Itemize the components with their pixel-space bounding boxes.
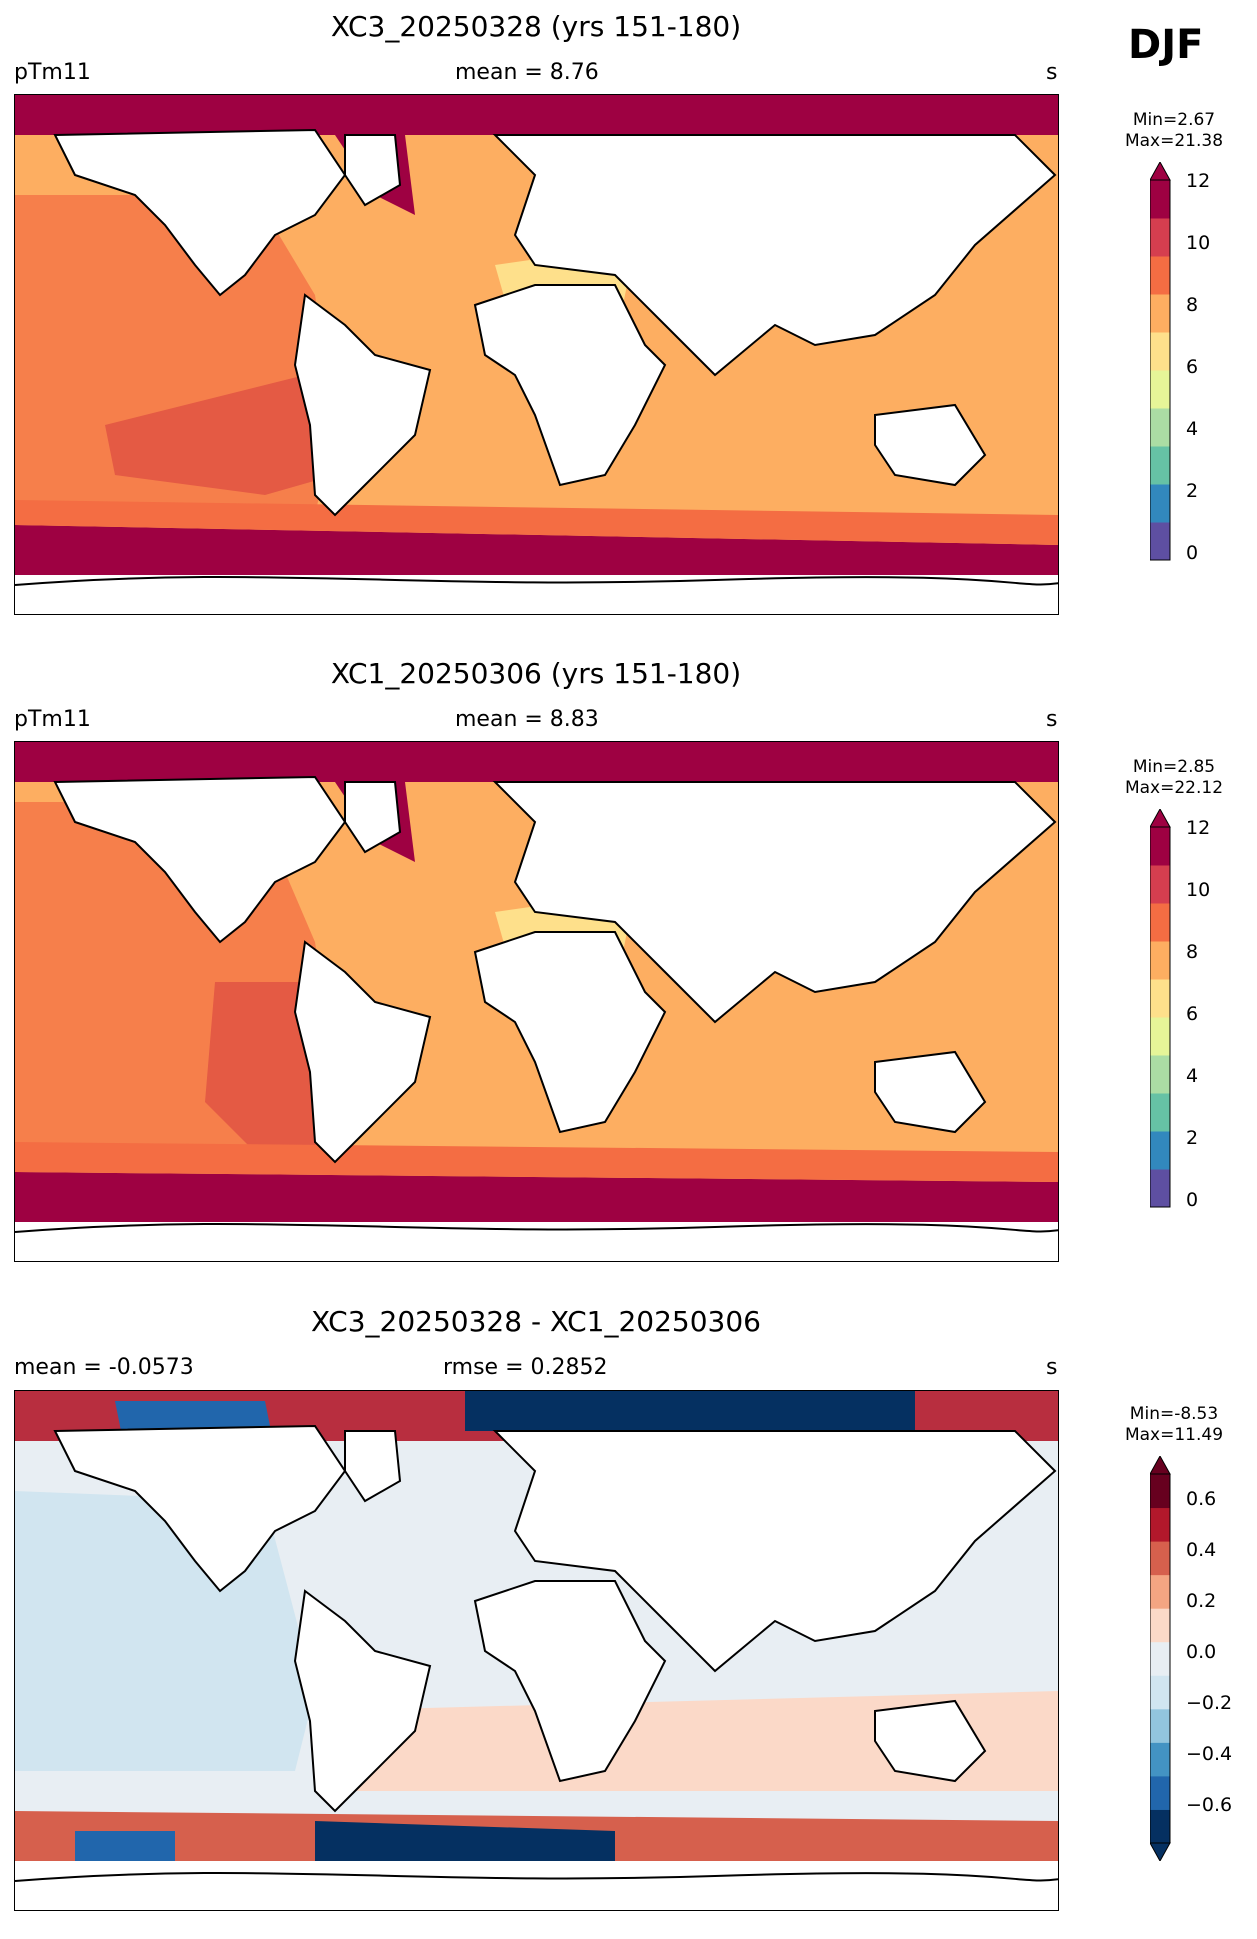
colorbar-step	[1150, 522, 1170, 561]
panel-1-tick: 4	[1186, 418, 1199, 440]
colorbar-step	[1150, 446, 1170, 485]
panel-2-tick: 6	[1186, 1003, 1199, 1025]
colorbar-step	[1150, 1055, 1170, 1094]
colorbar-step	[1150, 1474, 1170, 1509]
colorbar-step	[1150, 256, 1170, 295]
panel-2-title: XC1_20250306 (yrs 151-180)	[330, 657, 742, 690]
panel-2-tick: 0	[1186, 1189, 1199, 1211]
colorbar-step	[1150, 294, 1170, 333]
panel-1-tick: 10	[1186, 232, 1211, 254]
colorbar-step	[1150, 1775, 1170, 1810]
panel-2-tick: 2	[1186, 1127, 1199, 1149]
panel-2-colorbar	[1149, 807, 1230, 1214]
colorbar-step	[1150, 865, 1170, 904]
panel-2-map	[14, 741, 1059, 1262]
colorbar-step	[1150, 1541, 1170, 1576]
panel-1-mean: mean = 8.76	[455, 60, 599, 85]
colorbar-step	[1150, 1507, 1170, 1542]
panel-2-units: s	[1046, 707, 1058, 732]
panel-3-minmax-text: Min=-8.53 Max=11.49	[1124, 1404, 1224, 1445]
panel-1-colorbar-svg	[1149, 160, 1171, 561]
panel-3-tick: −0.4	[1186, 1743, 1233, 1765]
colorbar-step	[1150, 941, 1170, 980]
panel-1-tick: 8	[1186, 294, 1199, 316]
panel-2-variable: pTm11	[14, 707, 91, 732]
colorbar-step	[1150, 1017, 1170, 1056]
colorbar-step	[1150, 1169, 1170, 1208]
colorbar-step	[1150, 979, 1170, 1018]
panel-1-minmax: Min=2.67 Max=21.38	[1125, 110, 1223, 152]
panel-3-colorbar	[1149, 1454, 1230, 1863]
panel-2-tick: 8	[1186, 941, 1199, 963]
colorbar-step	[1150, 1131, 1170, 1170]
colorbar-step	[1150, 903, 1170, 942]
panel-3-tick: 0.2	[1186, 1590, 1217, 1612]
panel-1-colorbar	[1149, 160, 1230, 567]
colorbar-step	[1150, 484, 1170, 523]
panel-1-tick: 12	[1186, 170, 1211, 192]
colorbar-step	[1150, 332, 1170, 371]
panel-2-tick: 10	[1186, 879, 1211, 901]
colorbar-step	[1150, 1574, 1170, 1609]
colorbar-step	[1150, 1608, 1170, 1643]
panel-1-tick: 2	[1186, 480, 1199, 502]
panel-3-tick: 0.6	[1186, 1488, 1217, 1510]
panel-2-tick: 12	[1186, 817, 1211, 839]
panel-1-title: XC3_20250328 (yrs 151-180)	[330, 10, 742, 43]
panel-3-tick: 0.4	[1186, 1539, 1217, 1561]
colorbar-step	[1150, 1809, 1170, 1844]
panel-1-map	[14, 94, 1059, 615]
panel-3-map	[14, 1390, 1059, 1911]
panel-3-tick: 0.0	[1186, 1641, 1217, 1663]
panel-1-tick: 6	[1186, 356, 1199, 378]
colorbar-step	[1150, 827, 1170, 866]
panel-2-tick: 4	[1186, 1065, 1199, 1087]
panel-2-minmax-text: Min=2.85 Max=22.12	[1124, 757, 1224, 798]
colorbar-step	[1150, 370, 1170, 409]
panel-1-minmax-text: Min=2.67 Max=21.38	[1124, 110, 1224, 151]
panel-2-minmax: Min=2.85 Max=22.12	[1125, 757, 1223, 799]
colorbar-step	[1150, 1742, 1170, 1777]
panel-3-rmse: rmse = 0.2852	[443, 1355, 608, 1380]
colorbar-step	[1150, 180, 1170, 219]
colorbar-step	[1150, 1708, 1170, 1743]
panel-1-tick: 0	[1186, 542, 1199, 564]
panel-3-tick: −0.6	[1186, 1794, 1233, 1816]
panel-3-minmax: Min=-8.53 Max=11.49	[1125, 1404, 1223, 1446]
colorbar-step	[1150, 1093, 1170, 1132]
colorbar-step	[1150, 1675, 1170, 1710]
panel-3-colorbar-svg	[1149, 1454, 1171, 1863]
panel-3-mean: mean = -0.0573	[14, 1355, 194, 1380]
panel-3-tick: −0.2	[1186, 1692, 1233, 1714]
colorbar-step	[1150, 1641, 1170, 1676]
panel-1-units: s	[1046, 60, 1058, 85]
panel-1-variable: pTm11	[14, 60, 91, 85]
colorbar-step	[1150, 408, 1170, 447]
panel-2-colorbar-svg	[1149, 807, 1171, 1208]
colorbar-step	[1150, 218, 1170, 257]
panel-3-units: s	[1046, 1355, 1058, 1380]
panel-2-mean: mean = 8.83	[455, 707, 599, 732]
season-label: DJF	[1128, 22, 1204, 68]
panel-3-title: XC3_20250328 - XC1_20250306	[311, 1305, 761, 1338]
